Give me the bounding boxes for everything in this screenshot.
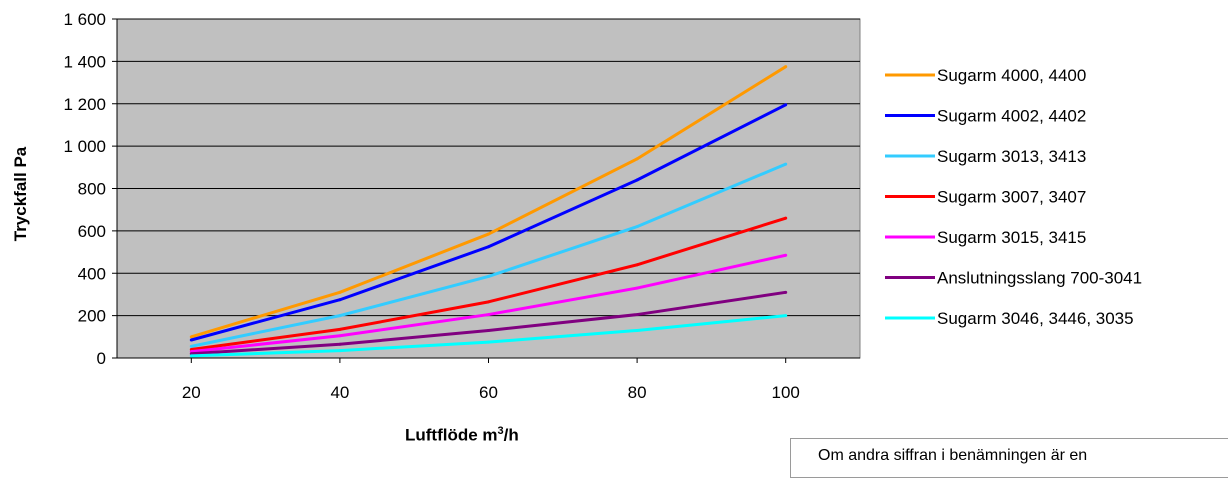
data-point: [635, 178, 639, 182]
data-point: [189, 335, 193, 339]
data-point: [784, 216, 788, 220]
y-tick-label: 800: [78, 180, 106, 199]
data-point: [338, 342, 342, 346]
data-point: [189, 344, 193, 348]
chart: 0 200 400 600 800 1 000 1 200 1 400 1 600 20 40 60 8…: [11, 10, 1142, 402]
series-lines: [189, 65, 788, 358]
y-tick-label: 1 200: [63, 95, 106, 114]
legend-label: Sugarm 4002, 4402: [937, 107, 1086, 126]
y-tick-label: 1 600: [63, 10, 106, 29]
data-point: [784, 162, 788, 166]
data-point: [338, 334, 342, 338]
y-tick-label: 1 000: [63, 137, 106, 156]
data-point: [189, 354, 193, 358]
data-point: [487, 300, 490, 304]
y-tick-label: 400: [78, 264, 106, 283]
data-point: [338, 349, 342, 353]
x-axis-label-main: Luftflöde m: [405, 425, 498, 445]
data-point: [635, 328, 639, 332]
data-point: [189, 338, 193, 342]
y-tick-label: 1 400: [63, 52, 106, 71]
data-point: [784, 103, 788, 107]
y-tick-label: 600: [78, 222, 106, 241]
legend-label: Sugarm 3046, 3446, 3035: [937, 309, 1134, 328]
y-tick-label: 0: [97, 349, 106, 368]
data-point: [338, 314, 342, 318]
data-point: [487, 340, 490, 344]
x-axis-label-unit: /h: [503, 425, 519, 445]
data-point: [635, 286, 639, 290]
note-box: Om andra siffran i benämningen är en: [790, 438, 1228, 478]
x-tick-label: 100: [772, 383, 800, 402]
y-tick-label: 200: [78, 307, 106, 326]
data-point: [635, 225, 639, 229]
data-point: [487, 232, 490, 236]
grid-lines: [117, 18, 860, 317]
legend-label: Sugarm 3013, 3413: [937, 147, 1086, 166]
x-tick-label: 20: [182, 383, 201, 402]
data-point: [635, 313, 639, 317]
data-point: [338, 298, 342, 302]
data-point: [338, 290, 342, 294]
axes: 0 200 400 600 800 1 000 1 200 1 400 1 600 20 40 60 8…: [63, 10, 860, 402]
data-point: [635, 263, 639, 267]
data-point: [784, 253, 788, 257]
data-point: [784, 290, 788, 294]
x-axis-label-superscript: 3: [497, 425, 504, 437]
legend-label: Sugarm 4000, 4400: [937, 66, 1086, 85]
data-point: [635, 157, 639, 161]
data-point: [784, 65, 788, 69]
data-point: [487, 328, 490, 332]
data-point: [338, 327, 342, 331]
x-axis-label: Luftflöde m3/h: [405, 425, 519, 446]
data-point: [487, 274, 490, 278]
legend-label: Sugarm 3015, 3415: [937, 228, 1086, 247]
legend: Sugarm 4000, 4400 Sugarm 4002, 4402 Sugarm…: [885, 66, 1142, 328]
x-tick-label: 60: [479, 383, 498, 402]
data-point: [487, 245, 490, 249]
x-tick-label: 40: [330, 383, 349, 402]
data-point: [784, 314, 788, 318]
legend-label: Sugarm 3007, 3407: [937, 188, 1086, 207]
y-axis-label: Tryckfall Pa: [11, 146, 30, 241]
data-point: [487, 313, 490, 317]
note-text: Om andra siffran i benämningen är en: [818, 447, 1088, 464]
legend-label: Anslutningsslang 700-3041: [937, 269, 1142, 288]
x-tick-label: 80: [628, 383, 647, 402]
